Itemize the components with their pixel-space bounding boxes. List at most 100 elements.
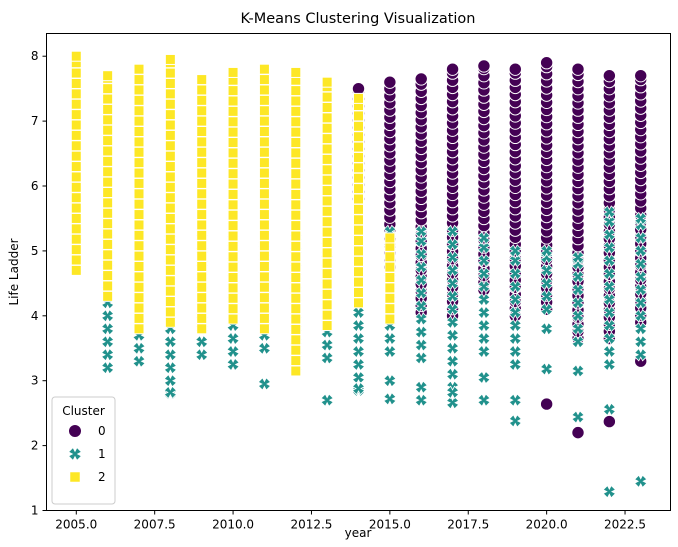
- data-point-2: [321, 309, 333, 321]
- data-point-2: [102, 218, 114, 230]
- data-point-2: [70, 233, 82, 245]
- data-point-2: [353, 235, 364, 247]
- data-point-1: [477, 331, 491, 346]
- data-point-2: [102, 270, 114, 282]
- data-point-1: [539, 322, 554, 336]
- data-point-1: [633, 270, 648, 284]
- y-axis-ticks: 1 2 3 4 5 6 7 8: [31, 49, 47, 518]
- data-point-2: [102, 145, 114, 157]
- data-point-2: [164, 296, 176, 308]
- data-point-1: [445, 276, 460, 291]
- data-point-2: [384, 292, 396, 304]
- x-tick-label: 2005.0: [55, 518, 97, 532]
- data-point-1: [633, 334, 648, 349]
- data-point-2: [133, 105, 145, 117]
- data-point-1: [508, 253, 523, 268]
- data-point-2: [70, 202, 82, 214]
- data-point-2: [70, 140, 82, 152]
- data-point-2: [196, 188, 208, 200]
- data-point-1: [163, 373, 178, 388]
- data-point-2: [164, 316, 176, 328]
- data-point-2: [353, 276, 364, 288]
- data-point-2: [258, 229, 270, 241]
- data-point-1: [445, 224, 460, 239]
- data-point-2: [70, 264, 82, 276]
- data-point-1: [602, 357, 617, 372]
- data-point-1: [633, 244, 648, 258]
- data-point-2: [258, 84, 270, 96]
- data-point-2: [321, 268, 333, 280]
- data-point-1: [257, 341, 272, 356]
- data-point-2: [227, 240, 239, 252]
- data-point-1: [477, 240, 491, 255]
- data-point-1: [477, 266, 491, 281]
- legend-label-1: 1: [98, 447, 106, 461]
- data-point-1: [539, 244, 554, 258]
- data-point-2: [227, 126, 239, 138]
- data-point-2: [321, 164, 333, 176]
- data-point-1: [320, 338, 334, 352]
- data-point-2: [290, 137, 302, 149]
- data-point-2: [258, 188, 270, 200]
- data-point-2: [227, 116, 239, 128]
- data-point-2: [227, 137, 239, 149]
- data-point-2: [133, 281, 145, 293]
- data-point-2: [290, 199, 302, 211]
- data-point-2: [290, 334, 302, 346]
- data-point-2: [196, 271, 208, 283]
- data-point-2: [164, 98, 176, 110]
- data-points: [69, 50, 648, 499]
- data-point-2: [227, 313, 239, 325]
- data-point-2: [258, 146, 270, 158]
- data-point-1: [445, 263, 460, 278]
- data-point-1: [602, 344, 617, 359]
- data-point-2: [133, 63, 145, 75]
- data-point-2: [196, 84, 208, 96]
- data-point-1: [477, 305, 491, 320]
- data-point-1: [477, 393, 491, 407]
- legend-marker-2: [69, 471, 81, 483]
- data-point-2: [258, 292, 270, 304]
- data-point-2: [133, 323, 145, 335]
- data-point-2: [133, 157, 145, 169]
- data-point-1: [508, 244, 523, 258]
- data-point-2: [164, 233, 176, 245]
- data-point-0: [539, 397, 554, 411]
- data-point-2: [196, 260, 208, 272]
- data-point-2: [133, 260, 145, 272]
- y-tick-label: 3: [31, 374, 39, 388]
- data-point-2: [133, 136, 145, 148]
- data-point-2: [321, 76, 333, 88]
- data-point-1: [477, 231, 491, 245]
- data-point-2: [290, 344, 302, 356]
- data-point-2: [164, 285, 176, 297]
- data-point-1: [571, 410, 585, 424]
- plot-frame: [46, 33, 671, 511]
- data-point-1: [414, 325, 428, 339]
- data-point-1: [414, 351, 428, 365]
- data-point-1: [602, 214, 617, 229]
- data-point-2: [133, 74, 145, 86]
- data-point-1: [477, 344, 491, 359]
- data-point-2: [321, 91, 333, 103]
- data-point-1: [602, 292, 617, 307]
- data-point-2: [384, 303, 396, 315]
- data-point-2: [384, 282, 396, 294]
- data-point-2: [290, 178, 302, 190]
- data-point-0: [383, 75, 397, 89]
- data-point-2: [227, 199, 239, 211]
- data-point-2: [133, 292, 145, 304]
- data-point-2: [196, 209, 208, 221]
- data-point-1: [571, 296, 585, 310]
- data-point-2: [164, 150, 176, 162]
- data-point-1: [539, 362, 554, 376]
- data-point-1: [508, 357, 523, 372]
- data-point-2: [133, 84, 145, 96]
- data-point-2: [133, 250, 145, 262]
- data-point-2: [196, 74, 208, 86]
- data-point-2: [384, 261, 396, 273]
- data-point-2: [133, 177, 145, 189]
- data-point-1: [226, 344, 240, 359]
- data-point-2: [133, 198, 145, 210]
- data-point-2: [164, 129, 176, 141]
